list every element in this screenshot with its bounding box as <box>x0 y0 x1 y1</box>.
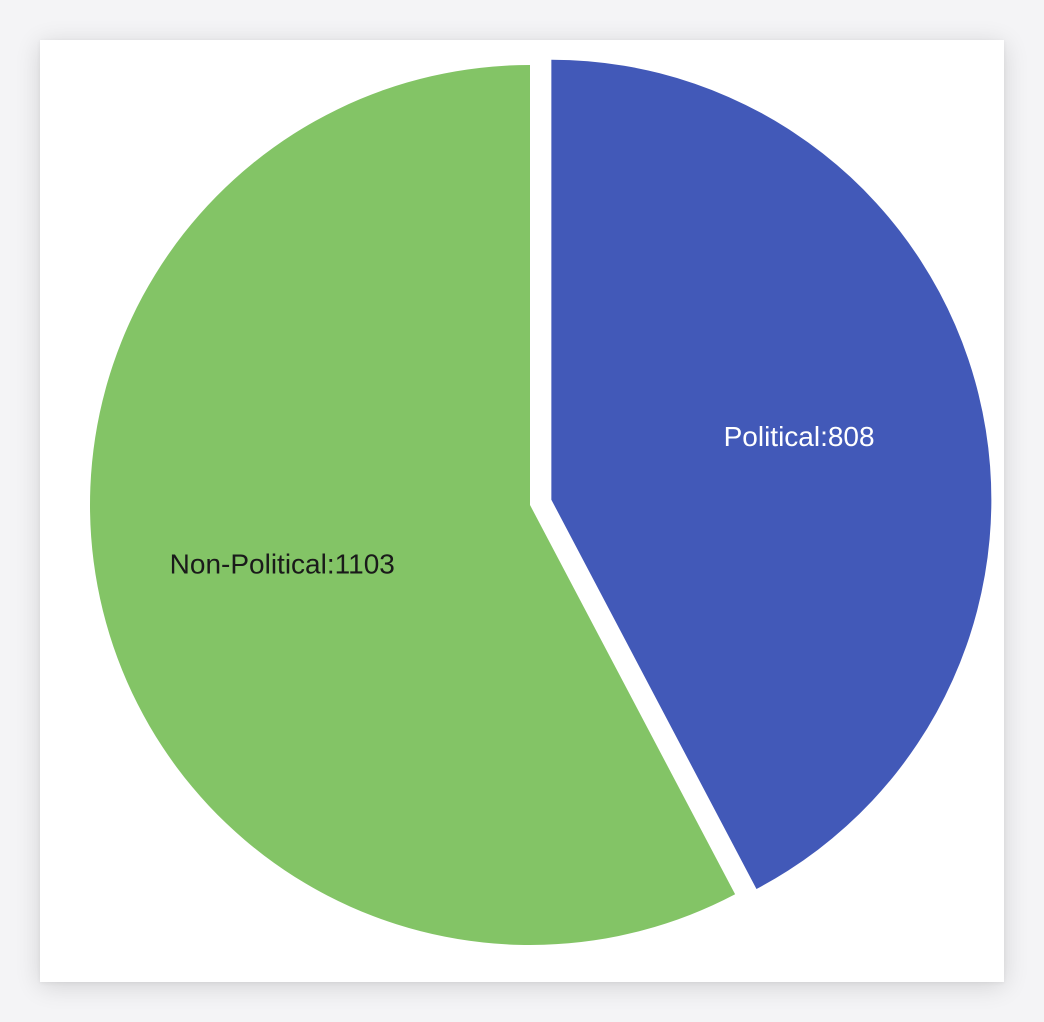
pie-slice-political[interactable] <box>551 59 992 889</box>
pie-slice-non-political[interactable] <box>90 65 736 945</box>
pie-labels: Political:808 Non-Political:1103 <box>170 421 875 580</box>
pie-chart: Political:808 Non-Political:1103 <box>90 59 992 945</box>
pie-slices <box>90 59 992 945</box>
slice-label-political: Political:808 <box>724 421 875 452</box>
slice-label-non-political: Non-Political:1103 <box>170 549 395 580</box>
chart-card: Political:808 Non-Political:1103 <box>40 40 1004 982</box>
